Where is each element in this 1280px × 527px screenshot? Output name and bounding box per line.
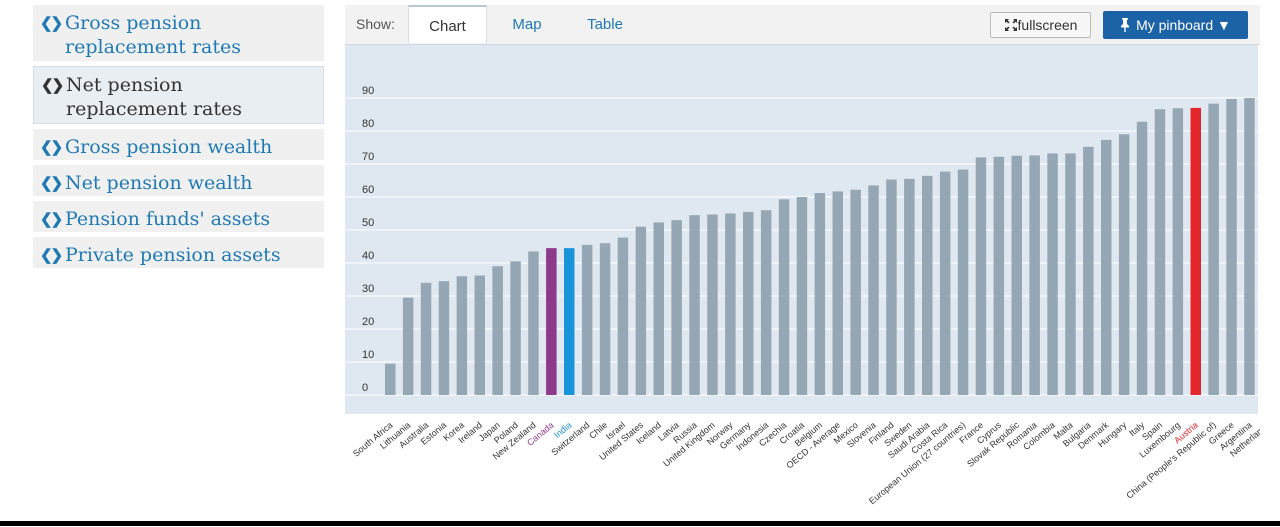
- bar[interactable]: [957, 169, 969, 395]
- bar[interactable]: [778, 199, 790, 395]
- bar[interactable]: [402, 297, 414, 395]
- double-chevron-icon: ❮❯: [40, 14, 63, 32]
- sidebar-item-pension-funds-assets[interactable]: ❮❯ Pension funds' assets: [33, 201, 324, 232]
- bar[interactable]: [528, 251, 539, 395]
- bar[interactable]: [1226, 98, 1237, 396]
- sidebar-item-label: Gross pension replacement rates: [65, 12, 241, 58]
- bar[interactable]: [1244, 98, 1255, 395]
- double-chevron-icon: ❮❯: [40, 174, 63, 192]
- fullscreen-button[interactable]: fullscreen: [990, 12, 1091, 38]
- bar[interactable]: [689, 215, 700, 395]
- bar[interactable]: [850, 189, 861, 395]
- bar[interactable]: [474, 275, 486, 395]
- bar[interactable]: [814, 193, 826, 395]
- y-tick-label: 90: [362, 85, 374, 97]
- bar[interactable]: [671, 220, 682, 395]
- bar[interactable]: [492, 266, 503, 395]
- bar[interactable]: [1101, 139, 1112, 395]
- y-tick-label: 30: [362, 283, 374, 295]
- bar[interactable]: [420, 282, 432, 395]
- bar[interactable]: [1011, 155, 1023, 395]
- bar[interactable]: [581, 244, 593, 395]
- bar[interactable]: [725, 213, 736, 396]
- bar[interactable]: [546, 248, 557, 395]
- y-tick-label: 50: [362, 217, 374, 229]
- bar[interactable]: [939, 171, 951, 395]
- x-axis-label-layer: South AfricaLithuaniaAustraliaEstoniaKor…: [351, 420, 1280, 507]
- double-chevron-icon: ❮❯: [40, 210, 63, 228]
- page-bottom-bar: [0, 521, 1280, 526]
- bar[interactable]: [796, 197, 808, 395]
- y-tick-label: 70: [362, 151, 374, 163]
- bar[interactable]: [635, 226, 647, 395]
- bar[interactable]: [1172, 108, 1184, 396]
- sidebar-item-net-pension-wealth[interactable]: ❮❯ Net pension wealth: [33, 165, 324, 196]
- bar[interactable]: [1118, 134, 1130, 396]
- double-chevron-icon: ❮❯: [41, 76, 64, 94]
- tab-chart[interactable]: Chart: [408, 5, 487, 43]
- bar[interactable]: [832, 191, 844, 395]
- bar[interactable]: [975, 157, 987, 395]
- sidebar-item-label: Private pension assets: [65, 244, 281, 266]
- tab-table[interactable]: Table: [587, 16, 623, 33]
- sidebar-item-private-pension-assets[interactable]: ❮❯ Private pension assets: [33, 237, 324, 268]
- bar[interactable]: [456, 276, 468, 395]
- sidebar-item-label: Pension funds' assets: [65, 208, 271, 230]
- pinboard-label: My pinboard ▼: [1136, 17, 1231, 33]
- sidebar-item-gross-replacement-rates[interactable]: ❮❯ Gross pension replacement rates: [33, 5, 324, 61]
- sidebar-item-gross-pension-wealth[interactable]: ❮❯ Gross pension wealth: [33, 129, 324, 160]
- bar[interactable]: [886, 179, 897, 395]
- y-tick-label: 20: [362, 316, 374, 328]
- my-pinboard-button[interactable]: My pinboard ▼: [1103, 11, 1248, 39]
- y-tick-label: 80: [362, 118, 374, 130]
- bar[interactable]: [868, 185, 879, 395]
- y-tick-label: 40: [362, 250, 374, 262]
- sidebar-item-label: Net pension replacement rates: [66, 74, 242, 120]
- bar[interactable]: [1047, 153, 1058, 395]
- expand-icon: [1004, 19, 1017, 31]
- bar[interactable]: [707, 214, 718, 395]
- bar[interactable]: [1190, 107, 1202, 396]
- y-tick-label: 10: [362, 349, 374, 361]
- bar[interactable]: [438, 281, 450, 395]
- bar[interactable]: [599, 243, 611, 395]
- bar[interactable]: [1029, 155, 1040, 395]
- bar[interactable]: [1154, 109, 1166, 395]
- sidebar-item-net-replacement-rates[interactable]: ❮❯ Net pension replacement rates: [33, 66, 324, 124]
- y-tick-label: 0: [362, 382, 368, 394]
- bar[interactable]: [510, 261, 521, 395]
- bar[interactable]: [993, 156, 1005, 395]
- bar[interactable]: [1208, 103, 1219, 396]
- double-chevron-icon: ❮❯: [40, 138, 63, 156]
- bar[interactable]: [904, 178, 915, 395]
- bar[interactable]: [922, 175, 933, 395]
- bar[interactable]: [1083, 146, 1094, 395]
- tab-map[interactable]: Map: [512, 16, 542, 33]
- pin-icon: [1121, 18, 1130, 32]
- bar[interactable]: [564, 248, 575, 395]
- sidebar-item-label: Gross pension wealth: [65, 136, 273, 158]
- view-tab-bar: Show: Chart Map Table fullscreen My pinb…: [345, 5, 1260, 45]
- x-axis-labels: South Africa Lithuania Australia Estonia Kor…: [345, 414, 1280, 522]
- bar[interactable]: [760, 210, 772, 395]
- bar[interactable]: [385, 363, 396, 395]
- bar[interactable]: [1136, 121, 1148, 395]
- bar[interactable]: [1065, 153, 1076, 395]
- y-tick-label: 60: [362, 184, 374, 196]
- bar[interactable]: [653, 222, 665, 395]
- chart-panel: Show: Chart Map Table fullscreen My pinb…: [345, 5, 1280, 526]
- double-chevron-icon: ❮❯: [40, 246, 63, 264]
- sidebar-item-label: Net pension wealth: [65, 172, 253, 194]
- fullscreen-label: fullscreen: [1017, 17, 1078, 33]
- show-label: Show:: [356, 16, 395, 32]
- bar[interactable]: [743, 211, 754, 395]
- bar[interactable]: [617, 237, 629, 395]
